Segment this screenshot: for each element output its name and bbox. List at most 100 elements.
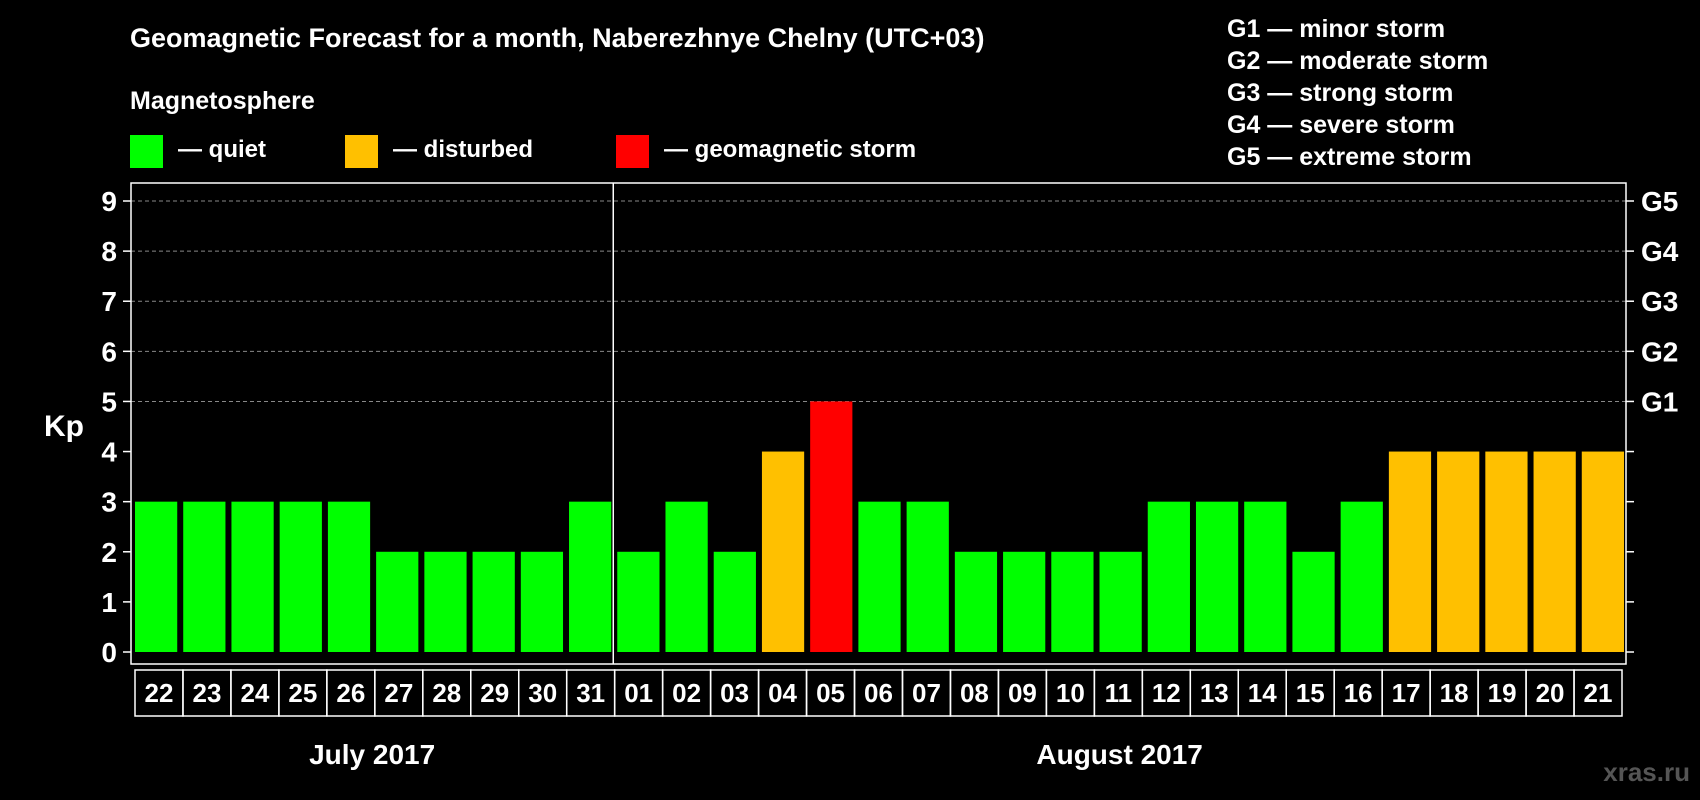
legend: — quiet — disturbed — geomagnetic storm <box>130 135 916 168</box>
date-label-22: 22 <box>145 678 174 708</box>
axis-layer: 0 1 2 3 4 5 6 7 8 9 G1 G2 G3 G4 G5 <box>101 182 1679 668</box>
bar-29 <box>472 551 515 652</box>
storm-scale-g3: G3 — strong storm <box>1227 79 1453 107</box>
date-label-27: 27 <box>384 678 413 708</box>
y-tick-label-2: 2 <box>101 537 117 568</box>
date-label-20: 20 <box>1536 678 1565 708</box>
bar-16 <box>1340 501 1383 652</box>
date-label-01: 01 <box>624 678 653 708</box>
bar-28 <box>424 551 467 652</box>
date-label-21: 21 <box>1584 678 1613 708</box>
date-label-18: 18 <box>1440 678 1469 708</box>
date-cell-21 <box>1573 669 1623 717</box>
bar-13 <box>1195 501 1239 652</box>
bar-18 <box>1437 451 1480 652</box>
plot-frame <box>130 182 1627 665</box>
date-label-25: 25 <box>288 678 317 708</box>
storm-scale-g5: G5 — extreme storm <box>1227 143 1472 171</box>
y-tick-label-3: 3 <box>101 487 117 518</box>
bar-04 <box>761 451 805 652</box>
y-tick-label-1: 1 <box>101 587 117 618</box>
date-label-05: 05 <box>816 678 845 708</box>
bar-22 <box>135 501 178 652</box>
date-label-31: 31 <box>576 678 605 708</box>
date-label-11: 11 <box>1105 678 1133 708</box>
date-label-08: 08 <box>960 678 989 708</box>
bar-27 <box>376 551 419 652</box>
bar-12 <box>1147 501 1190 652</box>
date-label-28: 28 <box>432 678 461 708</box>
bar-19 <box>1485 451 1528 652</box>
y-tick-label-0: 0 <box>101 637 117 668</box>
bar-01 <box>617 551 660 652</box>
bar-17 <box>1388 451 1432 652</box>
y-tick-label-9: 9 <box>101 186 117 217</box>
bar-03 <box>713 551 756 652</box>
bar-25 <box>279 501 322 652</box>
bar-20 <box>1533 451 1576 652</box>
watermark: xras.ru <box>1603 757 1690 787</box>
chart-title: Geomagnetic Forecast for a month, Nabere… <box>130 23 984 53</box>
bar-26 <box>327 501 371 652</box>
date-label-02: 02 <box>672 678 701 708</box>
bar-15 <box>1292 551 1335 652</box>
y-tick-label-6: 6 <box>101 336 117 367</box>
bars-layer <box>135 401 1624 652</box>
date-label-26: 26 <box>336 678 365 708</box>
g-scale-label-G1: G1 <box>1641 386 1678 417</box>
date-label-14: 14 <box>1248 678 1277 708</box>
storm-scale-g1: G1 — minor storm <box>1227 15 1445 43</box>
legend-swatch-disturbed <box>345 135 378 168</box>
date-label-09: 09 <box>1008 678 1037 708</box>
date-label-24: 24 <box>240 678 269 708</box>
date-label-04: 04 <box>768 678 797 708</box>
date-label-07: 07 <box>912 678 941 708</box>
bar-21 <box>1581 451 1624 652</box>
y-tick-label-5: 5 <box>101 386 117 417</box>
date-label-12: 12 <box>1152 678 1181 708</box>
storm-scale-g2: G2 — moderate storm <box>1227 47 1488 75</box>
legend-title: Magnetosphere <box>130 87 315 115</box>
date-label-30: 30 <box>528 678 557 708</box>
date-label-06: 06 <box>864 678 893 708</box>
bar-05 <box>810 401 853 652</box>
g-scale-label-G3: G3 <box>1641 286 1678 317</box>
date-label-16: 16 <box>1344 678 1373 708</box>
y-tick-label-4: 4 <box>101 437 117 468</box>
g-scale-label-G4: G4 <box>1641 236 1679 267</box>
date-label-10: 10 <box>1056 678 1085 708</box>
legend-label-quiet: — quiet <box>178 136 266 163</box>
legend-label-disturbed: — disturbed <box>393 136 533 163</box>
y-tick-label-8: 8 <box>101 236 117 267</box>
date-label-17: 17 <box>1392 678 1421 708</box>
bar-10 <box>1051 551 1094 652</box>
bar-14 <box>1244 501 1287 652</box>
bar-11 <box>1099 551 1142 652</box>
storm-scale-g4: G4 — severe storm <box>1227 111 1455 139</box>
bar-24 <box>231 501 274 652</box>
y-axis-label: Kp <box>44 410 84 443</box>
y-tick-label-7: 7 <box>101 286 117 317</box>
month-label-1: August 2017 <box>1036 739 1203 770</box>
month-label-0: July 2017 <box>309 739 435 770</box>
g-scale-label-G5: G5 <box>1641 186 1678 217</box>
bar-09 <box>1003 551 1046 652</box>
legend-swatch-quiet <box>130 135 163 168</box>
legend-swatch-storm <box>616 135 649 168</box>
legend-label-storm: — geomagnetic storm <box>664 136 916 163</box>
bar-31 <box>569 501 612 652</box>
date-label-03: 03 <box>720 678 749 708</box>
date-label-23: 23 <box>192 678 221 708</box>
date-labels-layer: 22 23 24 25 26 27 28 29 30 31 01 02 03 04 05 06 07 08 09 10… <box>134 669 1623 717</box>
date-label-29: 29 <box>480 678 509 708</box>
bar-06 <box>858 501 901 652</box>
storm-scale-legend: G1 — minor storm G2 — moderate storm G3 … <box>1227 15 1488 171</box>
g-scale-label-G2: G2 <box>1641 336 1678 367</box>
bar-08 <box>954 551 998 652</box>
bar-02 <box>665 501 708 652</box>
bar-07 <box>906 501 949 652</box>
month-labels-layer: July 2017 August 2017 <box>309 739 1203 770</box>
bar-30 <box>520 551 564 652</box>
date-label-19: 19 <box>1488 678 1517 708</box>
